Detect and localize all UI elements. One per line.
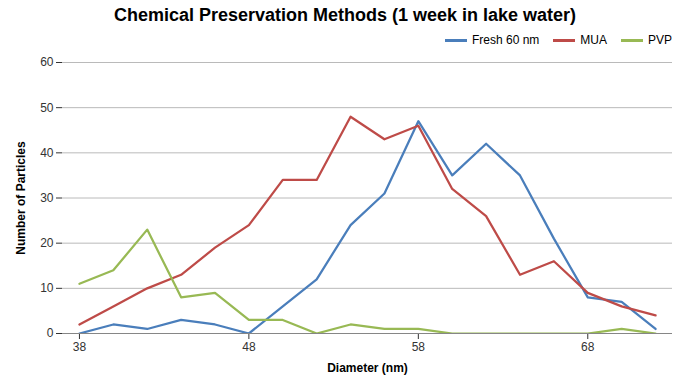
svg-text:Diameter (nm): Diameter (nm): [327, 361, 408, 375]
svg-text:58: 58: [412, 340, 426, 354]
svg-text:60: 60: [40, 55, 54, 69]
svg-text:Number of Particles: Number of Particles: [14, 141, 28, 255]
html-text:Fresh 60 nm: Fresh 60 nm: [472, 33, 540, 47]
svg-text:30: 30: [40, 191, 54, 205]
svg-text:48: 48: [242, 340, 256, 354]
svg-text:50: 50: [40, 101, 54, 115]
svg-text:10: 10: [40, 281, 54, 295]
html-text:MUA: MUA: [580, 33, 607, 47]
svg-text:38: 38: [73, 340, 87, 354]
svg-text:68: 68: [581, 340, 595, 354]
svg-text:20: 20: [40, 236, 54, 250]
svg-text:40: 40: [40, 146, 54, 160]
html-text:Chemical Preservation Methods: Chemical Preservation Methods (1 week in…: [113, 5, 577, 25]
svg-text:0: 0: [47, 326, 54, 340]
html-text:PVP: PVP: [648, 33, 672, 47]
